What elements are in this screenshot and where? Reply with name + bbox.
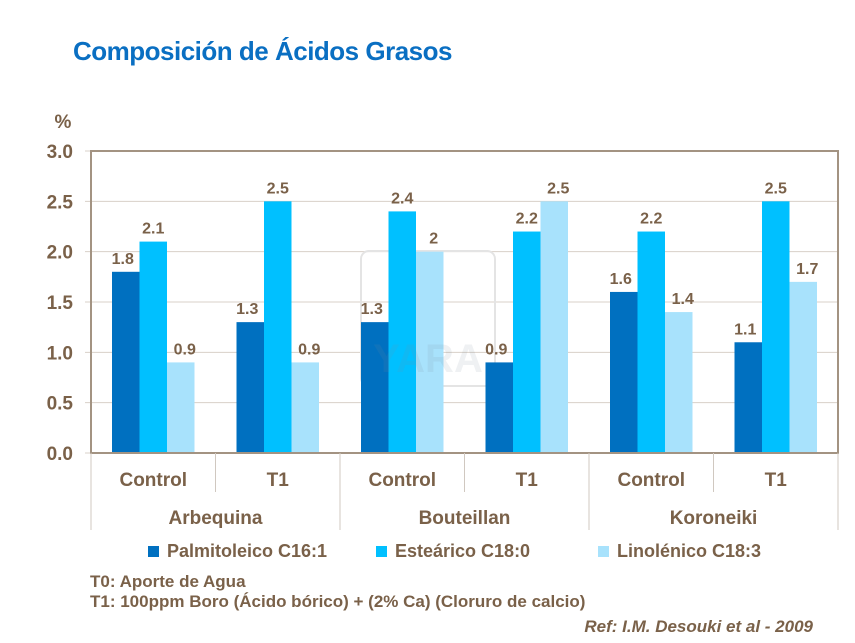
group-label: Arbequina	[169, 508, 263, 529]
data-label: 2.5	[547, 180, 569, 197]
bar	[485, 362, 513, 453]
y-tick-label: 3.0	[47, 142, 73, 163]
legend-label: Linolénico C18:3	[617, 541, 762, 561]
data-label: 1.6	[610, 271, 632, 288]
y-tick-label: 2.5	[47, 192, 74, 213]
data-label: 2.4	[391, 190, 413, 207]
y-tick-label: 0.5	[47, 394, 74, 415]
legend-swatch	[148, 546, 159, 557]
bar	[291, 362, 319, 453]
category-label: T1	[765, 470, 788, 491]
data-label: 0.9	[298, 341, 320, 358]
group-label: Koroneiki	[670, 508, 758, 529]
data-label: 1.3	[236, 301, 258, 318]
category-label: Control	[368, 470, 436, 491]
data-label: 1.1	[734, 321, 756, 338]
note-t1: T1: 100ppm Boro (Ácido bórico) + (2% Ca)…	[90, 592, 586, 611]
y-tick-label: 1.5	[47, 293, 74, 314]
data-label: 2.1	[142, 221, 164, 238]
legend-item-palmitoleico: Palmitoleico C16:1	[148, 541, 327, 562]
data-label: 0.9	[174, 341, 196, 358]
group-label: Bouteillan	[419, 508, 511, 529]
y-tick-label: 0.0	[47, 444, 73, 465]
bar	[789, 281, 817, 453]
category-label: T1	[267, 470, 290, 491]
bar	[167, 362, 195, 453]
bar	[734, 342, 762, 453]
legend-label: Palmitoleico C16:1	[167, 541, 328, 561]
data-label: 1.8	[112, 251, 134, 268]
y-tick-label: 1.0	[47, 343, 73, 364]
bar	[112, 271, 140, 453]
legend-item-estearico: Esteárico C18:0	[376, 541, 530, 562]
data-label: 1.3	[361, 301, 383, 318]
bar	[361, 322, 389, 453]
legend-swatch	[598, 546, 609, 557]
bar	[513, 231, 541, 453]
bar	[388, 211, 416, 453]
data-label: 1.4	[672, 291, 694, 308]
y-axis-label: %	[55, 112, 72, 133]
data-label: 2	[429, 231, 438, 248]
bar	[762, 201, 790, 453]
bar	[637, 231, 665, 453]
legend-swatch	[376, 546, 387, 557]
data-label: 2.2	[516, 211, 538, 228]
note-t0: T0: Aporte de Agua	[90, 572, 246, 591]
y-tick-label: 2.0	[47, 243, 73, 264]
category-label: T1	[516, 470, 539, 491]
bar	[540, 201, 568, 453]
data-label: 2.2	[640, 211, 662, 228]
bar	[416, 251, 444, 453]
bar	[139, 241, 167, 453]
data-label: 2.5	[765, 180, 787, 197]
data-label: 0.9	[485, 341, 507, 358]
bar	[264, 201, 292, 453]
bar	[665, 312, 693, 453]
legend-item-linolenico: Linolénico C18:3	[598, 541, 761, 562]
bar	[236, 322, 264, 453]
category-label: Control	[617, 470, 685, 491]
data-label: 2.5	[267, 180, 289, 197]
legend-label: Esteárico C18:0	[395, 541, 531, 561]
chart-title: Composición de Ácidos Grasos	[73, 36, 452, 66]
reference: Ref: I.M. Desouki et al - 2009	[584, 617, 813, 636]
watermark-text: YARA	[373, 337, 483, 381]
category-label: Control	[119, 470, 187, 491]
bar	[610, 291, 638, 453]
data-label: 1.7	[796, 261, 818, 278]
